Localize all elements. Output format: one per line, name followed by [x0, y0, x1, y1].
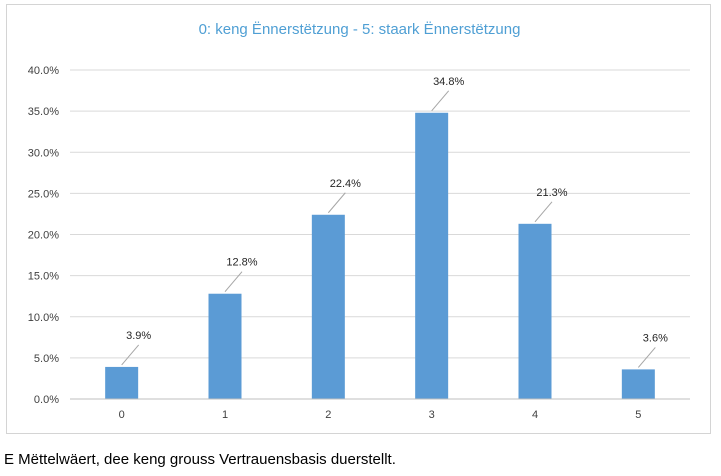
y-tick-label: 0.0%: [34, 394, 59, 406]
bar-chart: 0.0%5.0%10.0%15.0%20.0%25.0%30.0%35.0%40…: [28, 65, 690, 421]
bar: [518, 223, 552, 399]
data-label-leader: [431, 90, 450, 112]
data-label: 21.3%: [536, 187, 567, 199]
y-tick-label: 40.0%: [28, 65, 59, 77]
y-tick-label: 15.0%: [28, 271, 59, 283]
bar: [415, 112, 449, 400]
x-tick-label: 5: [635, 409, 641, 421]
y-tick-label: 25.0%: [28, 188, 59, 200]
y-tick-label: 10.0%: [28, 312, 59, 324]
bar: [311, 214, 345, 399]
x-tick-label: 4: [532, 409, 538, 421]
data-label-leader: [534, 201, 553, 223]
chart-frame: 0: keng Ënnerstëtzung - 5: staark Ënners…: [6, 4, 711, 434]
x-tick-label: 3: [429, 409, 435, 421]
chart-caption: E Mëttelwäert, dee keng grouss Vertrauen…: [4, 451, 396, 468]
y-tick-label: 30.0%: [28, 147, 59, 159]
data-label: 3.6%: [643, 332, 668, 344]
data-label-leader: [637, 347, 656, 368]
data-label: 12.8%: [226, 257, 257, 269]
bar: [208, 293, 242, 399]
y-tick-label: 35.0%: [28, 106, 59, 118]
x-tick-label: 0: [119, 409, 125, 421]
y-tick-label: 20.0%: [28, 230, 59, 242]
bar: [621, 369, 655, 399]
data-label: 22.4%: [330, 178, 361, 190]
x-tick-label: 1: [222, 409, 228, 421]
data-label-leader: [327, 192, 346, 214]
data-label: 3.9%: [126, 330, 151, 342]
bar: [105, 366, 139, 399]
chart-title: 0: keng Ënnerstëtzung - 5: staark Ënners…: [198, 21, 521, 38]
y-tick-label: 5.0%: [34, 353, 59, 365]
data-label-leader: [224, 271, 243, 293]
x-tick-label: 2: [325, 409, 331, 421]
data-label-leader: [121, 344, 140, 366]
data-label: 34.8%: [433, 76, 464, 88]
